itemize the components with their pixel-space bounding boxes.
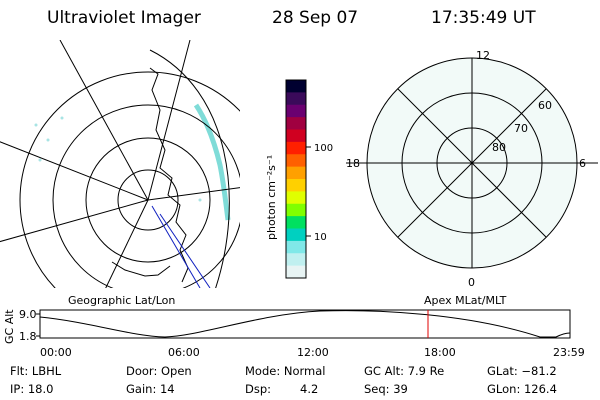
mlt-label-12: 12 [476,49,490,62]
colorbar-cell [286,191,306,205]
mlat-label-70: 70 [514,122,528,135]
lon-line [147,187,240,201]
lat-circle [117,169,179,231]
coastline [111,261,171,277]
colorbar-cell [286,166,306,180]
colorbar-cell [286,92,306,106]
timeline-x-tick-label: 06:00 [168,346,200,359]
lon-line [147,40,191,201]
colorbar-frame [285,79,307,279]
colorbar-cell [286,228,306,242]
status-door: Door: Open [126,364,192,378]
status-gain: Gain: 14 [126,382,175,396]
emission-speck [60,116,64,120]
geographic-map [0,40,240,288]
timeline-ylabel: GC Alt [3,309,16,344]
mlt-label-6: 6 [579,157,586,170]
colorbar-cell [286,141,306,155]
emission-speck [46,138,50,142]
colorbar-tick-100: 100 [314,143,333,154]
status-mode: Mode: Normal [245,364,326,378]
colorbar-cell [286,240,306,254]
timeline-x-tick-label: 12:00 [297,346,329,359]
lon-line [59,40,149,201]
colorbar-cell [286,80,306,93]
status-glat: GLat: −81.2 [487,364,557,378]
lat-circle [19,71,240,288]
mlt-label-18: 18 [346,157,360,170]
timeline-x-tick-label: 23:59 [553,346,585,359]
left-panel-caption: Geographic Lat/Lon [68,294,175,307]
status-gc-alt: GC Alt: 7.9 Re [364,364,445,378]
lat-circle [52,104,240,288]
emission-speck [38,158,42,162]
mlat-label-60: 60 [538,99,552,112]
colorbar: 100 10 photon cm⁻²s⁻¹ [265,79,333,279]
footprint-line [159,213,211,288]
status-ip: IP: 18.0 [10,382,54,396]
lon-line [105,199,149,288]
earth-limb [149,49,230,288]
time-label: 17:35:49 UT [431,8,536,28]
colorbar-unit-label: photon cm⁻²s⁻¹ [265,155,278,240]
colorbar-cell [286,253,306,267]
status-dsp-value: 4.2 [300,382,319,396]
colorbar-cell [286,129,306,143]
emission-speck [34,123,38,127]
timeline-x-tick-label: 00:00 [40,346,72,359]
status-flt: Flt: LBHL [10,364,62,378]
colorbar-cell [286,154,306,168]
status-seq: Seq: 39 [364,382,408,396]
timeline-y-tick-label: 9.0 [19,308,37,321]
date-label: 28 Sep 07 [272,8,359,28]
colorbar-cell [286,179,306,192]
status-glon: GLon: 126.4 [487,382,557,396]
emission-speck [198,198,202,202]
colorbar-cell [286,117,306,131]
instrument-title: Ultraviolet Imager [47,8,201,28]
right-panel-caption: Apex MLat/MLT [424,294,507,307]
lon-line [0,199,149,243]
colorbar-cell [286,104,306,118]
colorbar-cell [286,203,306,217]
status-dsp-label: Dsp: [245,382,272,396]
timeline-frame [39,309,571,339]
lon-line [0,141,149,201]
coastline [149,67,189,283]
colorbar-cell [286,216,306,230]
timeline-x-tick-label: 18:00 [424,346,456,359]
gc-alt-curve [39,310,571,338]
colorbar-cell [286,265,306,279]
footprint-line [151,205,201,288]
timeline-plot: 9.0 1.8 GC Alt 00:00 06:00 12:00 18:00 2… [3,308,585,359]
mlat-mlt-grid [346,57,598,269]
mlt-label-0: 0 [468,276,475,289]
timeline-y-tick-label: 1.8 [19,330,37,343]
mlt-line [397,88,547,238]
lat-circle [85,137,211,263]
colorbar-tick-10: 10 [314,232,327,243]
aurora-band [193,103,231,221]
mlat-label-80: 80 [492,141,506,154]
